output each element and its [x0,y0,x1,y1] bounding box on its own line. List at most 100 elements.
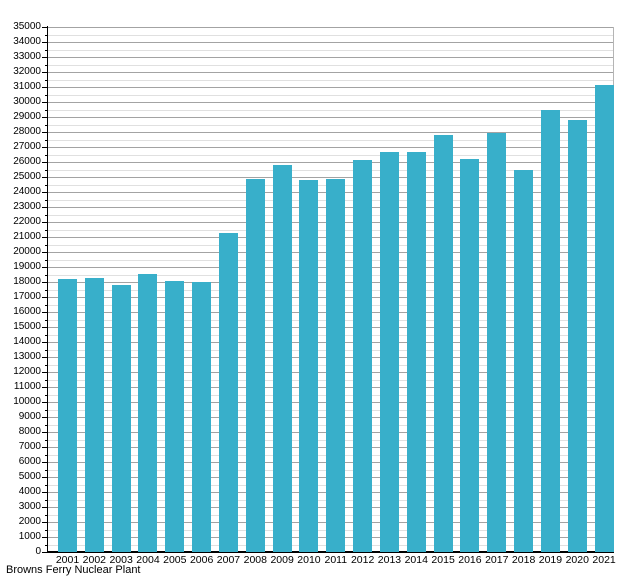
bar-2009 [272,165,292,552]
y-tick-label: 11000 [13,381,41,392]
y-major-tick [42,222,47,223]
y-major-tick [42,297,47,298]
y-minor-tick [44,274,47,276]
minor-gridline [48,169,613,171]
major-gridline [48,42,613,43]
y-minor-tick [44,49,47,51]
y-minor-tick [44,499,47,501]
minor-gridline [48,139,613,141]
x-tick-label-2003: 2003 [109,554,133,566]
x-tick-label-2015: 2015 [431,554,455,566]
bar-2018 [514,170,534,552]
y-major-tick [42,162,47,163]
y-tick-label: 13000 [13,351,41,362]
x-tick-label-2020: 2020 [565,554,589,566]
y-tick-label: 6000 [18,456,41,467]
y-minor-tick [44,544,47,546]
bar-2004 [138,273,158,552]
y-tick-label: 1000 [18,531,41,542]
y-major-tick [42,27,47,28]
bar-2016 [460,158,480,552]
y-major-tick [42,252,47,253]
x-tick-label-2021: 2021 [592,554,616,566]
y-minor-tick [44,79,47,81]
y-minor-tick [44,184,47,186]
y-tick-label: 5000 [18,471,41,482]
x-tick-label-2007: 2007 [216,554,241,566]
bar-2020 [567,119,587,552]
y-tick-label: 32000 [13,66,41,77]
y-major-tick [42,402,47,403]
y-tick-label: 30000 [13,96,41,107]
x-tick-label-2013: 2013 [377,554,402,566]
y-tick-label: 9000 [18,411,41,422]
bar-2001 [58,278,77,552]
y-minor-tick [44,484,47,486]
major-gridline [48,87,613,88]
y-minor-tick [44,94,47,96]
x-tick-label-2017: 2017 [485,554,509,566]
x-tick-label-2008: 2008 [243,554,267,566]
major-gridline [48,162,613,163]
y-major-tick [42,447,47,448]
y-major-tick [42,57,47,58]
y-major-tick [42,312,47,313]
y-minor-tick [44,34,47,36]
x-tick-label-2009: 2009 [270,554,294,566]
y-minor-tick [44,109,47,111]
bar-2013 [379,152,399,552]
x-tick-label-2011: 2011 [324,554,348,566]
minor-gridline [48,154,613,156]
y-major-tick [42,327,47,328]
y-minor-tick [44,394,47,396]
x-tick-label-2006: 2006 [189,554,214,566]
y-tick-label: 18000 [13,276,41,287]
y-tick-label: 19000 [13,261,41,272]
y-minor-tick [44,379,47,381]
y-major-tick [42,42,47,43]
y-major-tick [42,237,47,238]
y-minor-tick [44,214,47,216]
y-tick-label: 35000 [13,21,41,32]
y-tick-label: 7000 [18,441,41,452]
y-tick-label: 23000 [13,201,41,212]
y-tick-label: 28000 [13,126,41,137]
bar-2006 [192,282,212,552]
major-gridline [48,132,613,133]
y-major-tick [42,507,47,508]
y-minor-tick [44,319,47,321]
major-gridline [48,72,613,73]
y-minor-tick [44,334,47,336]
bar-2010 [299,180,319,552]
y-tick-label: 17000 [13,291,41,302]
y-tick-label: 15000 [13,321,41,332]
y-major-tick [42,372,47,373]
y-tick-label: 26000 [13,156,41,167]
y-tick-label: 3000 [18,501,41,512]
major-gridline [48,57,613,58]
y-major-tick [42,357,47,358]
major-gridline [48,27,613,28]
x-tick-label-2018: 2018 [511,554,536,566]
y-minor-tick [44,304,47,306]
major-gridline [48,117,613,118]
minor-gridline [48,49,613,51]
y-tick-label: 12000 [13,366,41,377]
y-tick-label: 16000 [13,306,41,317]
y-minor-tick [44,64,47,66]
bar-2012 [353,160,373,552]
bar-2002 [84,277,104,552]
bar-2017 [487,133,507,552]
minor-gridline [48,34,613,36]
x-tick-label-2002: 2002 [82,554,106,566]
bar-2007 [218,233,238,552]
y-tick-label: 31000 [13,81,41,92]
y-tick-label: 29000 [13,111,41,122]
y-major-tick [42,192,47,193]
y-major-tick [42,147,47,148]
y-major-tick [42,462,47,463]
y-minor-tick [44,199,47,201]
y-minor-tick [44,139,47,141]
y-major-tick [42,432,47,433]
